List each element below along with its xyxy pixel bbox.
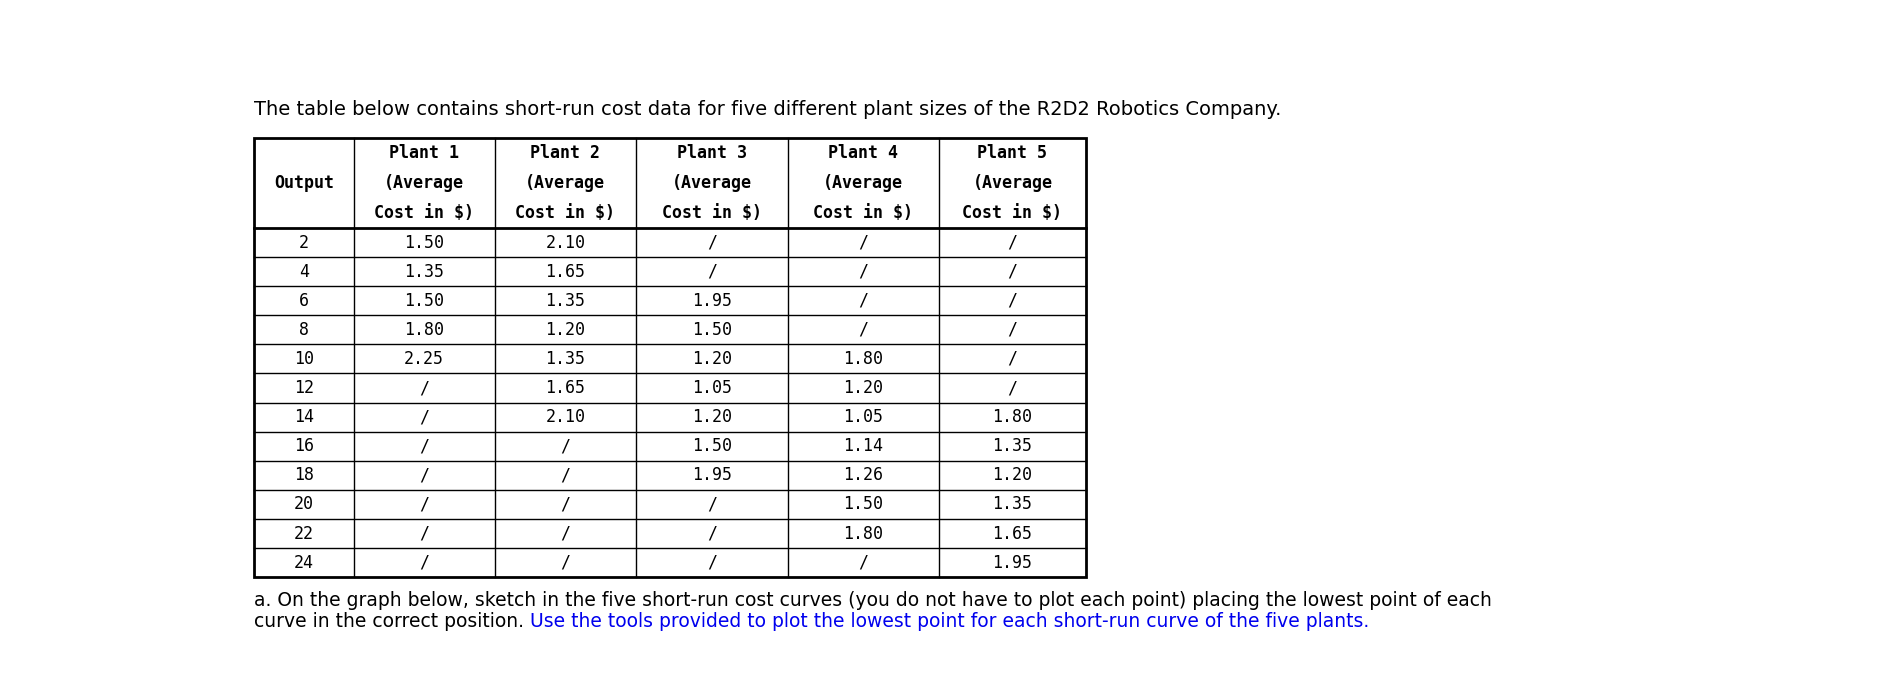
Text: Cost in $): Cost in $)	[813, 204, 913, 222]
Text: Output: Output	[275, 174, 333, 192]
Text: Cost in $): Cost in $)	[962, 204, 1061, 222]
Text: 1.35: 1.35	[405, 262, 444, 281]
Text: /: /	[561, 554, 570, 572]
Text: 4: 4	[299, 262, 309, 281]
Text: 2.10: 2.10	[546, 408, 585, 426]
Text: /: /	[708, 262, 717, 281]
Text: 1.35: 1.35	[992, 438, 1033, 455]
Text: Cost in $): Cost in $)	[375, 204, 474, 222]
Text: 1.14: 1.14	[843, 438, 883, 455]
Text: Plant 2: Plant 2	[531, 144, 600, 162]
Text: 1.20: 1.20	[546, 321, 585, 339]
Text: 1.05: 1.05	[693, 379, 732, 397]
Text: 1.35: 1.35	[546, 350, 585, 368]
Text: 1.35: 1.35	[992, 496, 1033, 513]
Text: 10: 10	[294, 350, 314, 368]
Text: curve in the correct position.: curve in the correct position.	[254, 612, 531, 631]
Text: Plant 5: Plant 5	[977, 144, 1048, 162]
Text: /: /	[420, 554, 429, 572]
Text: /: /	[1007, 234, 1018, 251]
Text: /: /	[708, 234, 717, 251]
Text: /: /	[561, 438, 570, 455]
Text: 1.80: 1.80	[405, 321, 444, 339]
Text: /: /	[708, 496, 717, 513]
Text: (Average: (Average	[384, 174, 465, 192]
Text: /: /	[561, 496, 570, 513]
Text: 1.80: 1.80	[843, 350, 883, 368]
Text: Cost in $): Cost in $)	[516, 204, 615, 222]
Text: /: /	[561, 524, 570, 542]
Text: /: /	[420, 524, 429, 542]
Text: 1.35: 1.35	[546, 292, 585, 309]
Text: 1.65: 1.65	[546, 262, 585, 281]
Text: /: /	[1007, 321, 1018, 339]
Text: /: /	[420, 496, 429, 513]
Text: 1.20: 1.20	[693, 408, 732, 426]
Text: /: /	[858, 292, 868, 309]
Text: 8: 8	[299, 321, 309, 339]
Text: 1.50: 1.50	[693, 438, 732, 455]
Text: /: /	[420, 466, 429, 484]
Text: 1.80: 1.80	[992, 408, 1033, 426]
Text: /: /	[1007, 292, 1018, 309]
Text: Plant 3: Plant 3	[678, 144, 747, 162]
Text: /: /	[420, 408, 429, 426]
Text: 14: 14	[294, 408, 314, 426]
Text: /: /	[420, 379, 429, 397]
Text: 2: 2	[299, 234, 309, 251]
Text: 18: 18	[294, 466, 314, 484]
Text: 1.20: 1.20	[693, 350, 732, 368]
Text: /: /	[561, 466, 570, 484]
Text: /: /	[708, 524, 717, 542]
Text: /: /	[1007, 350, 1018, 368]
Text: 12: 12	[294, 379, 314, 397]
Text: /: /	[858, 262, 868, 281]
Text: 24: 24	[294, 554, 314, 572]
Text: Plant 4: Plant 4	[828, 144, 898, 162]
Text: 1.26: 1.26	[843, 466, 883, 484]
Text: Cost in $): Cost in $)	[662, 204, 762, 222]
Text: /: /	[858, 234, 868, 251]
Text: 20: 20	[294, 496, 314, 513]
Text: 1.50: 1.50	[843, 496, 883, 513]
Text: (Average: (Average	[973, 174, 1052, 192]
Text: /: /	[1007, 262, 1018, 281]
Text: 1.95: 1.95	[693, 466, 732, 484]
Text: a. On the graph below, sketch in the five short-run cost curves (you do not have: a. On the graph below, sketch in the fiv…	[254, 591, 1492, 610]
Text: 1.50: 1.50	[693, 321, 732, 339]
Text: 16: 16	[294, 438, 314, 455]
Text: 1.65: 1.65	[992, 524, 1033, 542]
Text: 6: 6	[299, 292, 309, 309]
Text: 2.10: 2.10	[546, 234, 585, 251]
Text: 1.20: 1.20	[992, 466, 1033, 484]
Text: 1.95: 1.95	[992, 554, 1033, 572]
Text: (Average: (Average	[822, 174, 903, 192]
Text: 1.50: 1.50	[405, 234, 444, 251]
Text: 2.25: 2.25	[405, 350, 444, 368]
Text: 1.05: 1.05	[843, 408, 883, 426]
Text: The table below contains short-run cost data for five different plant sizes of t: The table below contains short-run cost …	[254, 100, 1282, 119]
Text: /: /	[1007, 379, 1018, 397]
Text: Plant 1: Plant 1	[390, 144, 459, 162]
Text: /: /	[858, 321, 868, 339]
Text: (Average: (Average	[672, 174, 751, 192]
Text: /: /	[420, 438, 429, 455]
Text: 1.80: 1.80	[843, 524, 883, 542]
Text: /: /	[858, 554, 868, 572]
Text: Use the tools provided to plot the lowest point for each short-run curve of the : Use the tools provided to plot the lowes…	[531, 612, 1370, 631]
Text: /: /	[708, 554, 717, 572]
Text: 1.50: 1.50	[405, 292, 444, 309]
Text: 1.95: 1.95	[693, 292, 732, 309]
Text: 1.20: 1.20	[843, 379, 883, 397]
Text: 1.65: 1.65	[546, 379, 585, 397]
Text: 22: 22	[294, 524, 314, 542]
Text: (Average: (Average	[525, 174, 606, 192]
